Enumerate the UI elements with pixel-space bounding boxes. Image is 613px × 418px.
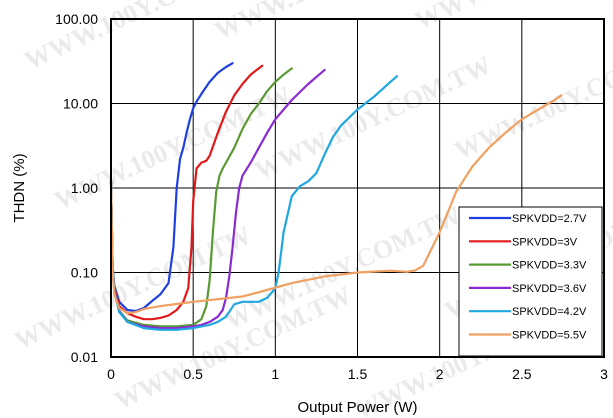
legend-label: SPKVDD=3.6V — [512, 283, 587, 295]
x-tick-label: 2 — [436, 366, 444, 382]
y-tick-labels: 0.01 0.10 1.00 10.00 100.00 — [55, 11, 98, 365]
x-axis-title: Output Power (W) — [297, 399, 417, 416]
legend-label: SPKVDD=3.3V — [512, 260, 587, 272]
y-tick-label: 1.00 — [71, 180, 98, 196]
y-tick-label: 10.00 — [63, 96, 98, 112]
watermark-text: WWW.100Y.COM.TW — [10, 220, 256, 355]
series-line-spkvdd-4-2v — [109, 75, 398, 331]
watermark-text: WWW.100Y.COM.TW — [450, 30, 613, 165]
y-tick-label: 100.00 — [55, 11, 98, 27]
x-tick-label: 1 — [271, 366, 279, 382]
x-tick-label: 1.5 — [348, 366, 368, 382]
series-layer — [109, 62, 563, 331]
legend: SPKVDD=2.7V SPKVDD=3V SPKVDD=3.3V SPKVDD=3.… — [458, 206, 603, 357]
x-tick-label: 3 — [600, 366, 608, 382]
x-tick-label: 2.5 — [512, 366, 532, 382]
series-line-spkvdd-2-7v — [109, 62, 234, 313]
x-tick-labels: 0 0.5 1 1.5 2 2.5 3 — [107, 366, 608, 382]
legend-label: SPKVDD=2.7V — [512, 213, 587, 225]
y-axis-title: THDN (%) — [11, 153, 28, 222]
x-tick-label: 0.5 — [183, 366, 203, 382]
watermark-text: WWW.100Y.COM.TW — [110, 280, 356, 415]
y-tick-label: 0.10 — [71, 265, 98, 281]
y-tick-label: 0.01 — [71, 349, 98, 365]
watermark-text: WWW.100Y.COM.TW — [410, 0, 613, 35]
legend-label: SPKVDD=4.2V — [512, 306, 587, 318]
legend-label: SPKVDD=3V — [512, 236, 578, 248]
plot-frame — [110, 18, 605, 358]
legend-box — [458, 206, 603, 357]
legend-label: SPKVDD=5.5V — [512, 330, 587, 342]
series-line-spkvdd-5-5v — [109, 94, 563, 315]
watermark-text: WWW.100Y.COM.TW — [220, 200, 466, 335]
x-tick-label: 0 — [107, 366, 115, 382]
